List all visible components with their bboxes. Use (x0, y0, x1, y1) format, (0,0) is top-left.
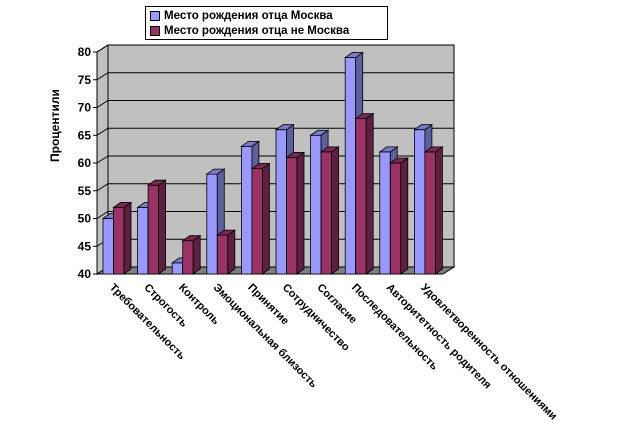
bar-series2 (389, 157, 410, 275)
y-tick-label: 40 (78, 267, 92, 281)
legend-swatch-series1 (150, 11, 160, 21)
legend-label-series2: Место рождения отца не Москва (164, 25, 350, 37)
y-tick-label: 55 (78, 184, 92, 198)
legend-label-series1: Место рождения отца Москва (164, 10, 333, 22)
y-tick-label: 45 (78, 239, 92, 253)
gridline (96, 44, 454, 53)
bar-series2 (181, 234, 202, 275)
gridline (96, 72, 454, 81)
gridline (96, 100, 454, 108)
y-tick-label: 70 (78, 101, 92, 115)
y-axis-title: Процентили (48, 89, 62, 162)
legend-entry-series2: Место рождения отца не Москва (150, 24, 349, 38)
bar-series2 (250, 162, 271, 275)
bar-series2 (354, 112, 375, 275)
bar-series2 (423, 146, 444, 275)
bar-series2 (146, 179, 167, 275)
chart-legend: Место рождения отца Москва Место рождени… (145, 6, 388, 40)
bar-series2 (319, 146, 340, 275)
bar-series2 (112, 201, 133, 275)
legend-swatch-series2 (150, 26, 160, 36)
legend-entry-series1: Место рождения отца Москва (150, 9, 333, 23)
x-tick-label: Удовлетворенность отношениями (418, 282, 559, 423)
gridline (96, 127, 454, 136)
bar-series2 (285, 151, 306, 275)
y-tick-label: 65 (78, 128, 92, 142)
y-tick-label: 75 (78, 73, 92, 87)
bar-series2 (216, 229, 237, 275)
y-tick-label: 60 (78, 156, 92, 170)
y-tick-label: 80 (78, 45, 92, 59)
y-tick-label: 50 (78, 212, 92, 226)
